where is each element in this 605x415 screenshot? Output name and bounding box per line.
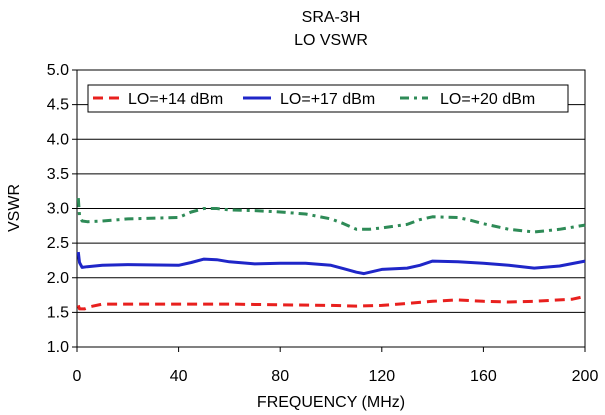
y-tick-label: 3.0 [47,201,69,218]
y-tick-label: 2.5 [47,235,69,252]
x-tick-label: 0 [73,368,82,385]
tick-labels: 1.0 1.5 2.0 2.5 3.0 3.5 4.0 4.5 5.0 0 40 80 120 160 20… [47,62,599,385]
y-tick-label: 4.5 [47,97,69,114]
y-tick-label: 5.0 [47,62,69,79]
x-tick-label: 200 [572,368,599,385]
y-axis-label: VSWR [6,184,23,232]
series-line-2 [76,251,586,276]
series-line-1 [76,294,586,311]
series-line-3 [76,197,586,234]
y-tick-label: 2.0 [47,270,69,287]
x-tick-label: 80 [271,368,289,385]
x-axis-label: FREQUENCY (MHz) [257,394,405,411]
chart-title: SRA-3H [302,9,361,26]
x-tick-label: 40 [170,368,188,385]
legend: LO=+14 dBm LO=+17 dBm LO=+20 dBm [87,84,569,113]
legend-box [87,84,569,113]
y-tick-label: 1.0 [47,339,69,356]
legend-label-2: LO=+17 dBm [280,91,375,108]
axes [72,69,586,352]
y-tick-label: 3.5 [47,166,69,183]
chart-subtitle: LO VSWR [294,32,368,49]
series-lines [76,197,586,311]
legend-label-3: LO=+20 dBm [440,91,535,108]
x-tick-label: 120 [368,368,395,385]
y-tick-label: 4.0 [47,131,69,148]
legend-label-1: LO=+14 dBm [128,91,223,108]
x-tick-label: 160 [470,368,497,385]
y-tick-label: 1.5 [47,304,69,321]
